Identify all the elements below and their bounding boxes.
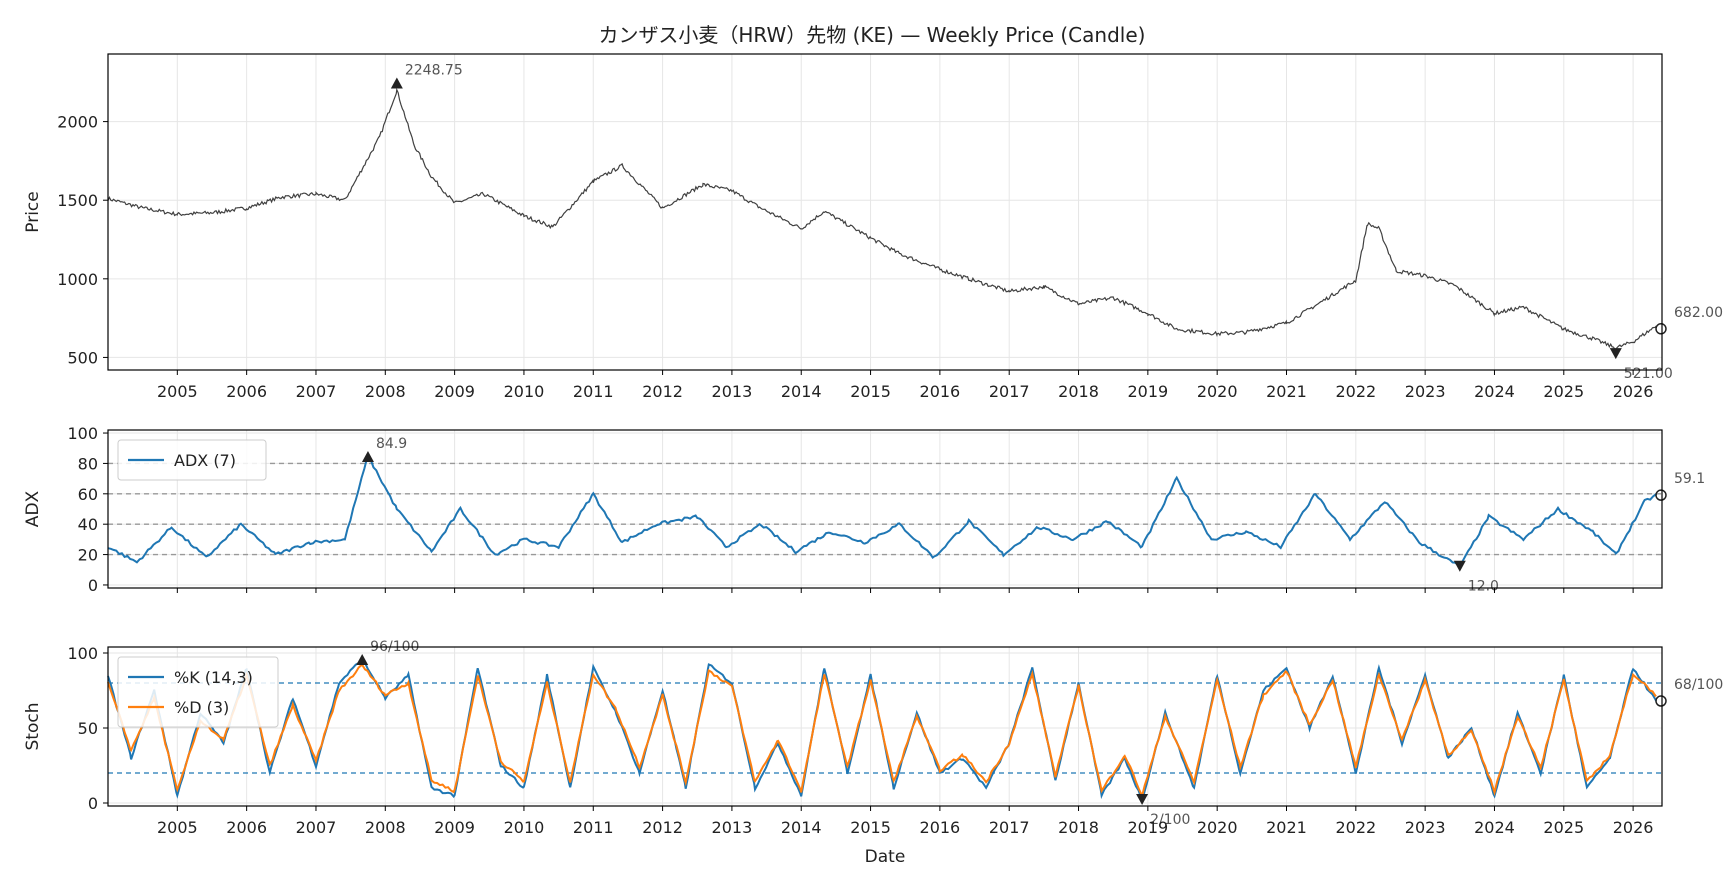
y-tick-label: 100 bbox=[67, 644, 98, 663]
x-tick-label: 2013 bbox=[712, 382, 753, 401]
max-marker bbox=[390, 77, 403, 89]
x-tick-label: 2025 bbox=[1543, 382, 1584, 401]
x-tick-label: 2014 bbox=[781, 818, 822, 837]
x-tick-label: 2016 bbox=[920, 818, 961, 837]
x-tick-label: 2026 bbox=[1613, 382, 1654, 401]
y-tick-label: 1500 bbox=[57, 191, 98, 210]
y-tick-label: 80 bbox=[78, 454, 98, 473]
x-tick-label: 2019 bbox=[1127, 818, 1168, 837]
x-tick-label: 2014 bbox=[781, 382, 822, 401]
x-tick-label: 2015 bbox=[850, 818, 891, 837]
x-tick-label: 2024 bbox=[1474, 818, 1515, 837]
x-tick-label: 2022 bbox=[1335, 818, 1376, 837]
series-line-price-0 bbox=[107, 87, 1657, 351]
x-tick-label: 2024 bbox=[1474, 382, 1515, 401]
y-tick-label: 2000 bbox=[57, 113, 98, 132]
y-tick-label: 20 bbox=[78, 546, 98, 565]
y-tick-label: 1000 bbox=[57, 270, 98, 289]
x-axis-label: Date bbox=[865, 847, 906, 867]
max-annotation: 84.9 bbox=[376, 436, 407, 452]
max-marker bbox=[361, 450, 374, 462]
y-tick-label: 100 bbox=[67, 424, 98, 443]
x-tick-label: 2008 bbox=[365, 382, 406, 401]
legend-box bbox=[117, 656, 279, 728]
x-tick-label: 2019 bbox=[1127, 382, 1168, 401]
y-axis-label: ADX bbox=[23, 490, 43, 527]
x-tick-label: 2010 bbox=[504, 382, 545, 401]
x-tick-label: 2007 bbox=[296, 818, 337, 837]
last-annotation: 68/100 bbox=[1674, 677, 1723, 693]
x-tick-label: 2018 bbox=[1058, 382, 1099, 401]
max-annotation: 2248.75 bbox=[405, 62, 463, 78]
x-tick-label: 2005 bbox=[157, 382, 198, 401]
min-annotation: 521.00 bbox=[1624, 366, 1673, 382]
legend-label: ADX (7) bbox=[174, 451, 236, 470]
plot-frame-price bbox=[107, 53, 1663, 371]
x-tick-label: 2015 bbox=[850, 382, 891, 401]
y-tick-label: 0 bbox=[88, 576, 98, 595]
x-tick-label: 2023 bbox=[1405, 818, 1446, 837]
x-tick-label: 2008 bbox=[365, 818, 406, 837]
last-marker bbox=[1655, 489, 1667, 501]
last-annotation: 682.00 bbox=[1674, 305, 1723, 321]
x-tick-label: 2009 bbox=[434, 382, 475, 401]
x-tick-label: 2020 bbox=[1197, 382, 1238, 401]
x-tick-label: 2009 bbox=[434, 818, 475, 837]
x-tick-label: 2021 bbox=[1266, 818, 1307, 837]
y-axis-label: Stoch bbox=[23, 703, 43, 751]
y-tick-label: 60 bbox=[78, 485, 98, 504]
x-tick-label: 2023 bbox=[1405, 382, 1446, 401]
x-tick-label: 2006 bbox=[226, 382, 267, 401]
min-marker bbox=[1609, 348, 1622, 360]
min-marker bbox=[1136, 794, 1149, 805]
last-annotation: 59.1 bbox=[1674, 471, 1705, 487]
x-tick-label: 2006 bbox=[226, 818, 267, 837]
x-tick-label: 2010 bbox=[504, 818, 545, 837]
y-tick-label: 50 bbox=[78, 719, 98, 738]
x-tick-label: 2025 bbox=[1543, 818, 1584, 837]
x-tick-label: 2013 bbox=[712, 818, 753, 837]
x-tick-label: 2012 bbox=[642, 818, 683, 837]
x-tick-label: 2020 bbox=[1197, 818, 1238, 837]
series-line-adx-0 bbox=[107, 455, 1658, 569]
legend-box bbox=[117, 439, 267, 481]
x-tick-label: 2011 bbox=[573, 382, 614, 401]
legend-label: %D (3) bbox=[174, 698, 229, 717]
chart-title: カンザス小麦（HRW）先物 (KE) — Weekly Price (Candl… bbox=[599, 23, 1146, 47]
x-tick-label: 2021 bbox=[1266, 382, 1307, 401]
last-marker bbox=[1655, 323, 1667, 335]
y-tick-label: 500 bbox=[67, 348, 98, 367]
y-axis-label: Price bbox=[23, 191, 43, 232]
series-line-stoch-1 bbox=[107, 663, 1657, 800]
x-tick-label: 2016 bbox=[920, 382, 961, 401]
min-annotation: 2/100 bbox=[1150, 812, 1190, 828]
x-tick-label: 2011 bbox=[573, 818, 614, 837]
y-tick-label: 40 bbox=[78, 515, 98, 534]
plot-frame-stoch bbox=[107, 646, 1663, 807]
legend-label: %K (14,3) bbox=[174, 668, 253, 687]
plot-frame-adx bbox=[107, 429, 1663, 589]
min-marker bbox=[1453, 560, 1466, 572]
x-tick-label: 2026 bbox=[1613, 818, 1654, 837]
min-annotation: 12.0 bbox=[1468, 579, 1499, 595]
x-tick-label: 2012 bbox=[642, 382, 683, 401]
last-marker bbox=[1655, 695, 1667, 707]
y-tick-label: 0 bbox=[88, 794, 98, 813]
x-tick-label: 2007 bbox=[296, 382, 337, 401]
x-tick-label: 2018 bbox=[1058, 818, 1099, 837]
x-tick-label: 2017 bbox=[989, 818, 1030, 837]
x-tick-label: 2017 bbox=[989, 382, 1030, 401]
x-tick-label: 2005 bbox=[157, 818, 198, 837]
max-marker bbox=[356, 654, 369, 665]
x-tick-label: 2022 bbox=[1335, 382, 1376, 401]
